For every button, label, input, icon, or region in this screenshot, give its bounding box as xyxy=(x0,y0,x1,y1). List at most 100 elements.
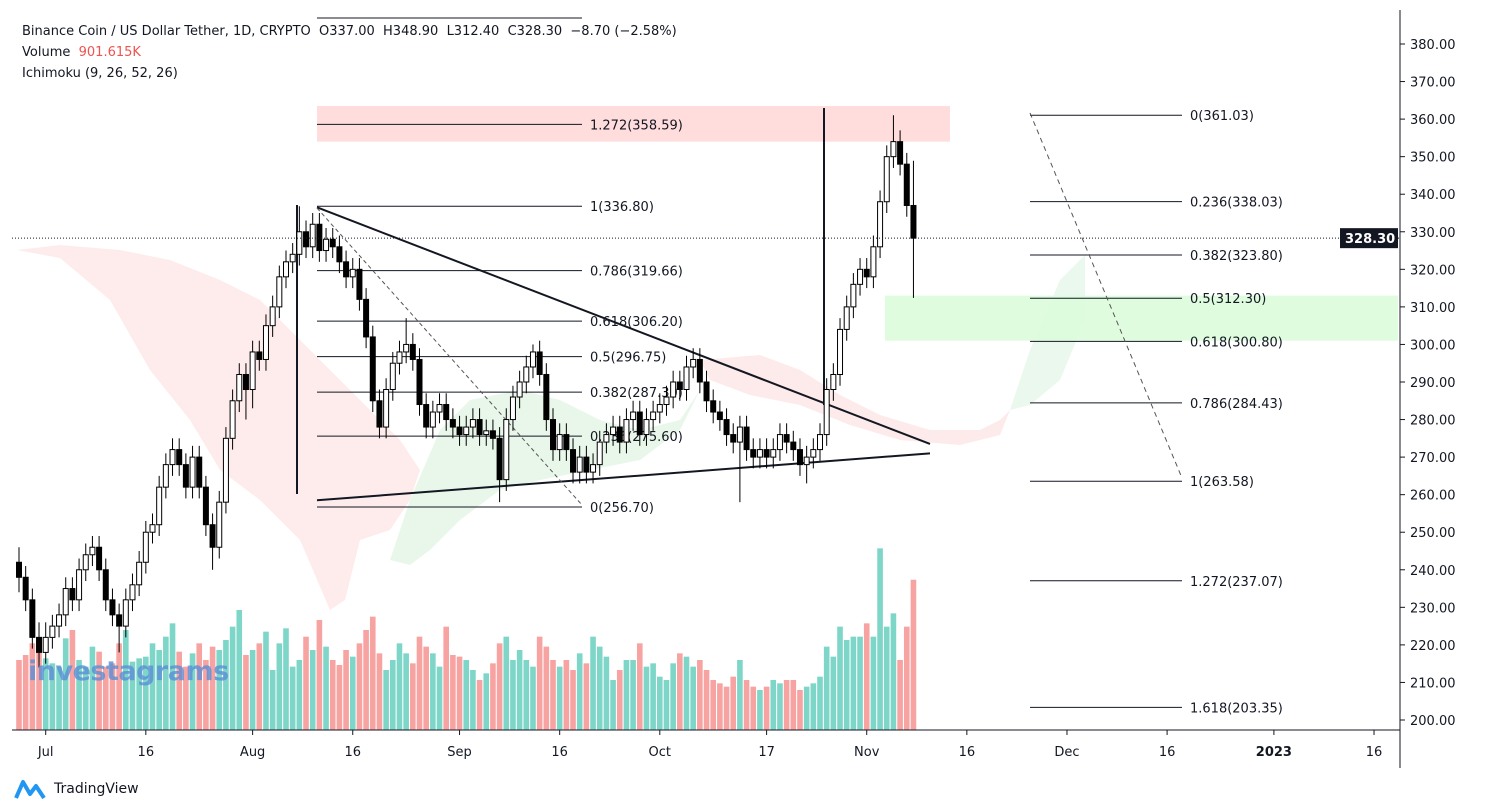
candle-up xyxy=(463,426,470,436)
volume-bar xyxy=(102,666,109,730)
candle-up xyxy=(523,366,530,383)
volume-bar xyxy=(710,680,716,730)
volume-bar xyxy=(677,653,683,730)
candle-down xyxy=(196,456,203,488)
candle-up xyxy=(189,456,196,488)
candle-up xyxy=(509,396,516,421)
candle-down xyxy=(69,588,76,601)
volume-bar xyxy=(663,680,670,730)
time-tick-label: 16 xyxy=(1159,745,1176,760)
candle-up xyxy=(803,456,810,466)
candle-up xyxy=(870,246,877,278)
price-tick-label: 350.00 xyxy=(1410,151,1456,166)
volume-bar xyxy=(897,660,903,730)
candle-down xyxy=(676,381,683,391)
ohlc-close: C328.30 xyxy=(507,24,563,39)
volume-bar xyxy=(376,653,383,730)
candle-down xyxy=(903,163,910,206)
symbol-legend: Binance Coin / US Dollar Tether, 1D, CRY… xyxy=(22,24,677,39)
volume-bar xyxy=(590,636,596,730)
candle-up xyxy=(122,599,129,627)
volume-bar xyxy=(436,666,443,730)
volume-bar xyxy=(837,626,843,730)
candle-up xyxy=(269,306,276,327)
fib-level-label: 0(361.03) xyxy=(1190,109,1254,124)
volume-bar xyxy=(616,670,623,730)
volume-bar xyxy=(797,690,803,730)
candle-down xyxy=(723,419,730,436)
axes: 380.00 370.00 360.00 350.00 340.00 330.00 320.… xyxy=(12,10,1456,768)
volume-bar xyxy=(169,623,176,730)
candle-down xyxy=(550,419,556,451)
candle-up xyxy=(643,419,650,436)
candle-down xyxy=(636,411,643,436)
volume-bar xyxy=(416,636,423,730)
candle-down xyxy=(409,343,416,360)
candle-down xyxy=(910,204,917,239)
volume-bar xyxy=(850,636,857,730)
volume-bar xyxy=(830,656,837,730)
volume-bar xyxy=(490,663,496,730)
candle-up xyxy=(663,396,670,406)
volume-bar xyxy=(530,666,536,730)
fib-level-label: 1.272(237.07) xyxy=(1190,575,1283,590)
cloud-bearish xyxy=(700,355,1010,445)
candle-up xyxy=(690,358,697,368)
tradingview-logo[interactable]: TradingView xyxy=(14,778,139,800)
candle-down xyxy=(303,231,310,248)
candle-down xyxy=(202,486,209,526)
candle-up xyxy=(276,276,283,308)
candle-up xyxy=(883,156,890,203)
time-tick-label: Aug xyxy=(240,745,265,760)
candle-down xyxy=(356,268,363,300)
candle-down xyxy=(496,437,503,481)
volume-bar xyxy=(603,656,610,730)
volume-bar xyxy=(843,640,850,730)
candle-up xyxy=(890,141,897,158)
volume-bar xyxy=(189,653,196,730)
volume-bar xyxy=(563,660,570,730)
candle-up xyxy=(283,261,289,278)
fib-level-label: 0.618(300.80) xyxy=(1190,335,1283,350)
volume-bar xyxy=(430,653,436,730)
volume-bar xyxy=(523,660,530,730)
candle-down xyxy=(570,449,577,473)
volume-bar xyxy=(143,656,149,730)
time-tick-label: 16 xyxy=(138,745,155,760)
volume-bar xyxy=(203,660,209,730)
candle-up xyxy=(810,449,817,458)
volume-bar xyxy=(803,686,810,730)
volume-bar xyxy=(256,643,263,730)
resistance-zone xyxy=(317,105,950,142)
candle-up xyxy=(389,362,396,391)
volume-bar xyxy=(410,663,416,730)
fib-level-label: 1.618(203.35) xyxy=(1190,701,1283,716)
volume-bar xyxy=(249,650,256,730)
candle-down xyxy=(616,426,623,443)
volume-bar xyxy=(163,636,169,730)
candle-up xyxy=(843,306,850,330)
candle-up xyxy=(603,434,610,443)
fib-level-label: 1(263.58) xyxy=(1190,475,1254,490)
candle-up xyxy=(469,419,476,428)
price-tick-label: 220.00 xyxy=(1410,639,1456,654)
volume-bar xyxy=(643,666,650,730)
volume-bar xyxy=(730,676,737,730)
fib-level-label: 0(256.70) xyxy=(590,501,654,516)
volume-bar xyxy=(910,579,917,730)
candle-up xyxy=(142,531,149,563)
volume-bar xyxy=(783,680,790,730)
volume-bar xyxy=(817,676,823,730)
price-tick-label: 330.00 xyxy=(1410,226,1456,241)
volume-bar xyxy=(136,658,142,730)
volume-bar xyxy=(717,683,723,730)
candle-down xyxy=(29,599,36,638)
candle-up xyxy=(837,328,844,375)
volume-bar xyxy=(336,665,343,730)
candle-down xyxy=(783,434,790,443)
candle-up xyxy=(323,238,330,252)
fib-retracements[interactable]: 1.272(358.59) 1(336.80) 0.786(319.66) 0.618… xyxy=(317,17,1283,716)
candle-down xyxy=(763,449,770,458)
candle-up xyxy=(129,584,136,601)
